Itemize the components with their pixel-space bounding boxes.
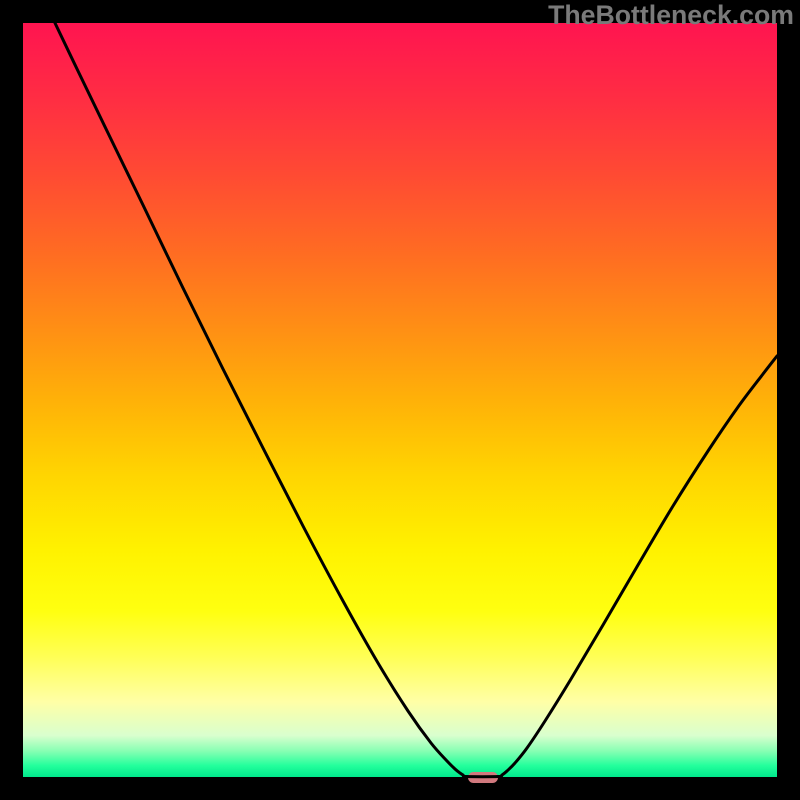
bottleneck-curve [55,23,777,777]
curve-layer [23,23,777,777]
plot-area [23,23,777,777]
watermark-text: TheBottleneck.com [548,0,794,31]
chart-frame: TheBottleneck.com [0,0,800,800]
